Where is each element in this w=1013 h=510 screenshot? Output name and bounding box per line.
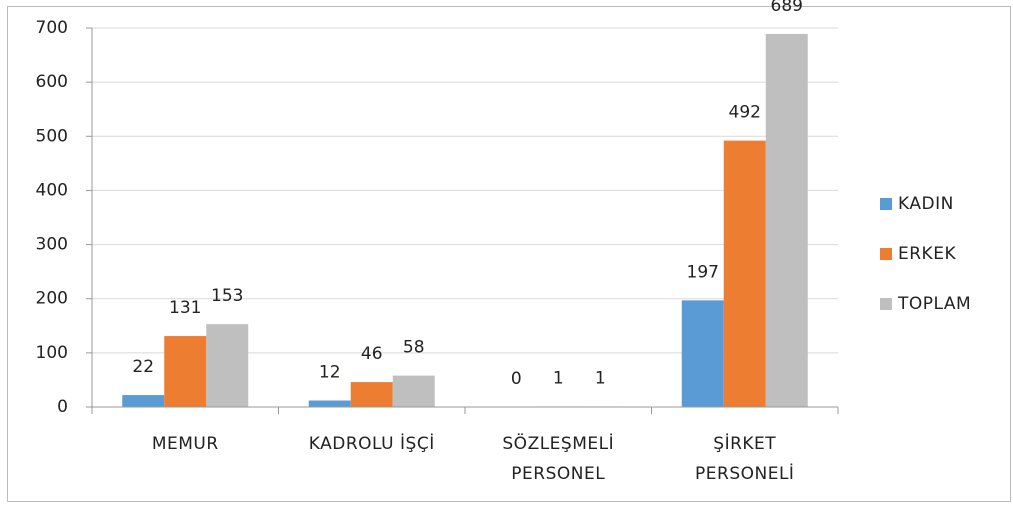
chart-frame (7, 6, 1011, 502)
bar (392, 375, 435, 407)
bar (350, 382, 393, 407)
legend-label: KADIN (898, 194, 954, 214)
legend-swatch (880, 298, 892, 310)
legend-swatch (880, 198, 892, 210)
value-label: 0 (511, 369, 522, 389)
bar (164, 336, 207, 407)
legend-label: ERKEK (898, 244, 956, 264)
value-label: 492 (729, 103, 761, 123)
value-label: 1 (595, 368, 606, 388)
y-tick-label: 300 (36, 235, 68, 255)
y-tick-label: 0 (57, 397, 68, 417)
value-label: 1 (553, 368, 564, 388)
y-tick-label: 200 (36, 289, 68, 309)
bar (308, 400, 351, 407)
bar (765, 33, 808, 407)
y-tick-label: 400 (36, 180, 68, 200)
bar (681, 300, 724, 407)
value-label: 12 (319, 363, 341, 383)
x-tick-label: SÖZLEŞMELİ PERSONEL (502, 434, 615, 484)
y-tick-label: 500 (36, 126, 68, 146)
value-label: 131 (169, 298, 201, 318)
value-label: 689 (771, 0, 803, 16)
value-label: 22 (132, 357, 154, 377)
value-label: 46 (361, 344, 383, 364)
bar (122, 395, 165, 407)
value-label: 153 (211, 286, 243, 306)
bar (723, 140, 766, 408)
legend-swatch (880, 248, 892, 260)
x-tick-label: MEMUR (151, 434, 219, 454)
bar (206, 324, 249, 407)
value-label: 58 (403, 338, 425, 358)
legend-label: TOPLAM (897, 294, 971, 314)
y-tick-label: 100 (36, 343, 68, 363)
y-tick-label: 700 (36, 18, 68, 38)
x-tick-label: ŞİRKET PERSONELİ (695, 434, 795, 484)
value-label: 197 (687, 262, 719, 282)
x-tick-label: KADROLU İŞÇİ (308, 434, 435, 454)
y-tick-label: 600 (36, 72, 68, 92)
